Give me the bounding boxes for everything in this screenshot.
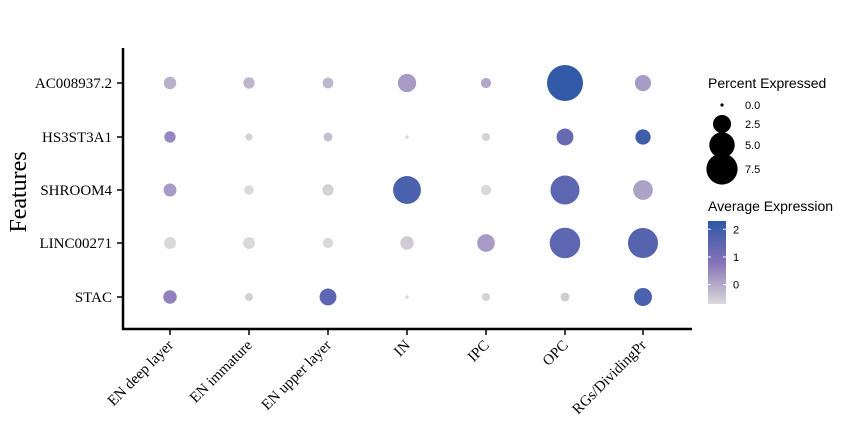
expression-dot xyxy=(549,227,581,259)
expression-dot xyxy=(634,74,652,92)
expression-dot xyxy=(322,77,334,89)
expression-dot xyxy=(550,175,580,205)
color-legend-label: 1 xyxy=(733,252,739,264)
expression-dot xyxy=(480,184,492,196)
y-tick-group: AC008937.2 HS3ST3A1 SHROOM4 LINC00271 STAC xyxy=(35,76,123,306)
y-tick-label: LINC00271 xyxy=(40,236,113,252)
expression-dot xyxy=(244,292,254,302)
expression-dot xyxy=(405,295,409,299)
expression-dot xyxy=(245,133,253,141)
y-tick-label: SHROOM4 xyxy=(40,183,112,199)
y-tick-label: STAC xyxy=(75,290,112,306)
expression-dot xyxy=(405,135,409,139)
expression-dot xyxy=(556,128,574,146)
expression-dot xyxy=(633,180,653,200)
color-legend-label: 0 xyxy=(733,280,739,292)
x-tick-label: IPC xyxy=(465,338,493,366)
expression-dot xyxy=(163,183,177,197)
expression-dot xyxy=(480,77,492,89)
y-tick-label: HS3ST3A1 xyxy=(42,130,112,146)
size-legend: 0.0 2.5 5.0 7.5 xyxy=(706,100,760,185)
expression-dot xyxy=(164,131,176,143)
x-tick-label: IN xyxy=(391,337,414,360)
size-legend-title: Percent Expressed xyxy=(708,75,826,91)
expression-dot xyxy=(635,129,651,145)
size-legend-label: 7.5 xyxy=(745,164,760,176)
size-legend-dot xyxy=(713,115,731,133)
expression-dot xyxy=(393,176,421,204)
expression-dot xyxy=(477,234,495,252)
x-tick-label: RGs/DividingPr xyxy=(570,338,650,418)
x-tick-label: EN deep layer xyxy=(105,338,177,410)
color-legend-ticks: 2 1 0 xyxy=(708,224,739,292)
x-tick-label: EN upper layer xyxy=(259,338,335,414)
expression-dot xyxy=(319,288,337,306)
x-tick-label: OPC xyxy=(540,338,572,370)
x-tick-group: EN deep layer EN immature EN upper layer IN… xyxy=(105,329,650,418)
size-legend-label: 2.5 xyxy=(745,119,760,131)
x-tick-label: EN immature xyxy=(187,337,256,406)
size-legend-dot xyxy=(720,103,724,107)
size-legend-label: 5.0 xyxy=(745,140,760,152)
expression-dot xyxy=(547,65,583,101)
expression-dot xyxy=(243,77,255,89)
y-tick-label: AC008937.2 xyxy=(35,76,112,92)
expression-dot xyxy=(243,237,255,249)
size-legend-label: 0.0 xyxy=(745,100,760,112)
color-legend-title: Average Expression xyxy=(708,198,833,214)
expression-dot xyxy=(244,185,254,195)
expression-dot xyxy=(627,227,659,259)
color-legend-bar xyxy=(708,221,726,304)
expression-dot xyxy=(323,132,333,142)
size-legend-dot xyxy=(706,153,738,185)
expression-dot xyxy=(560,292,570,302)
expression-dot xyxy=(163,290,177,304)
expression-dot xyxy=(481,292,491,302)
dot-group xyxy=(163,65,659,306)
expression-dot xyxy=(634,288,652,306)
expression-dot xyxy=(400,236,414,250)
expression-dot xyxy=(322,184,334,196)
expression-dot xyxy=(163,76,177,90)
expression-dot xyxy=(322,237,334,249)
expression-dot xyxy=(481,132,491,142)
size-legend-dot xyxy=(709,132,735,158)
expression-dot xyxy=(164,237,176,249)
expression-dot xyxy=(397,73,417,93)
y-axis-title: Features xyxy=(6,151,32,232)
color-legend-label: 2 xyxy=(733,224,739,236)
